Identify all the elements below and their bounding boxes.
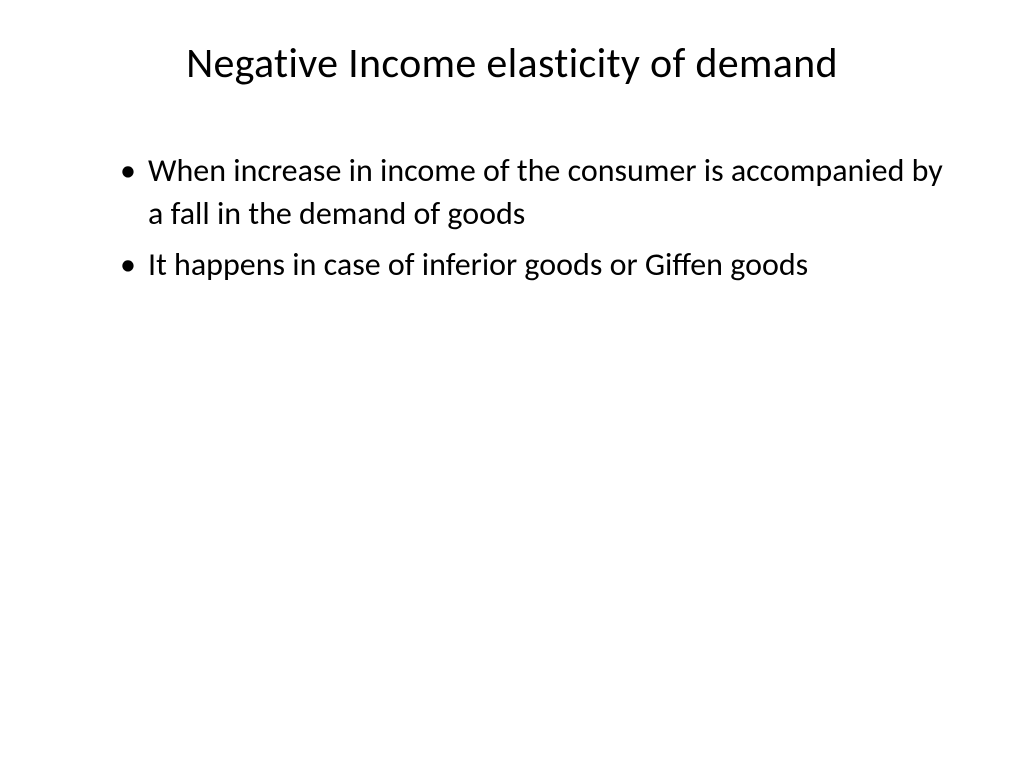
slide-title: Negative Income elasticity of demand xyxy=(80,38,944,89)
bullet-item: When increase in income of the consumer … xyxy=(120,149,944,235)
bullet-item: It happens in case of inferior goods or … xyxy=(120,243,944,286)
bullet-list: When increase in income of the consumer … xyxy=(80,149,944,287)
